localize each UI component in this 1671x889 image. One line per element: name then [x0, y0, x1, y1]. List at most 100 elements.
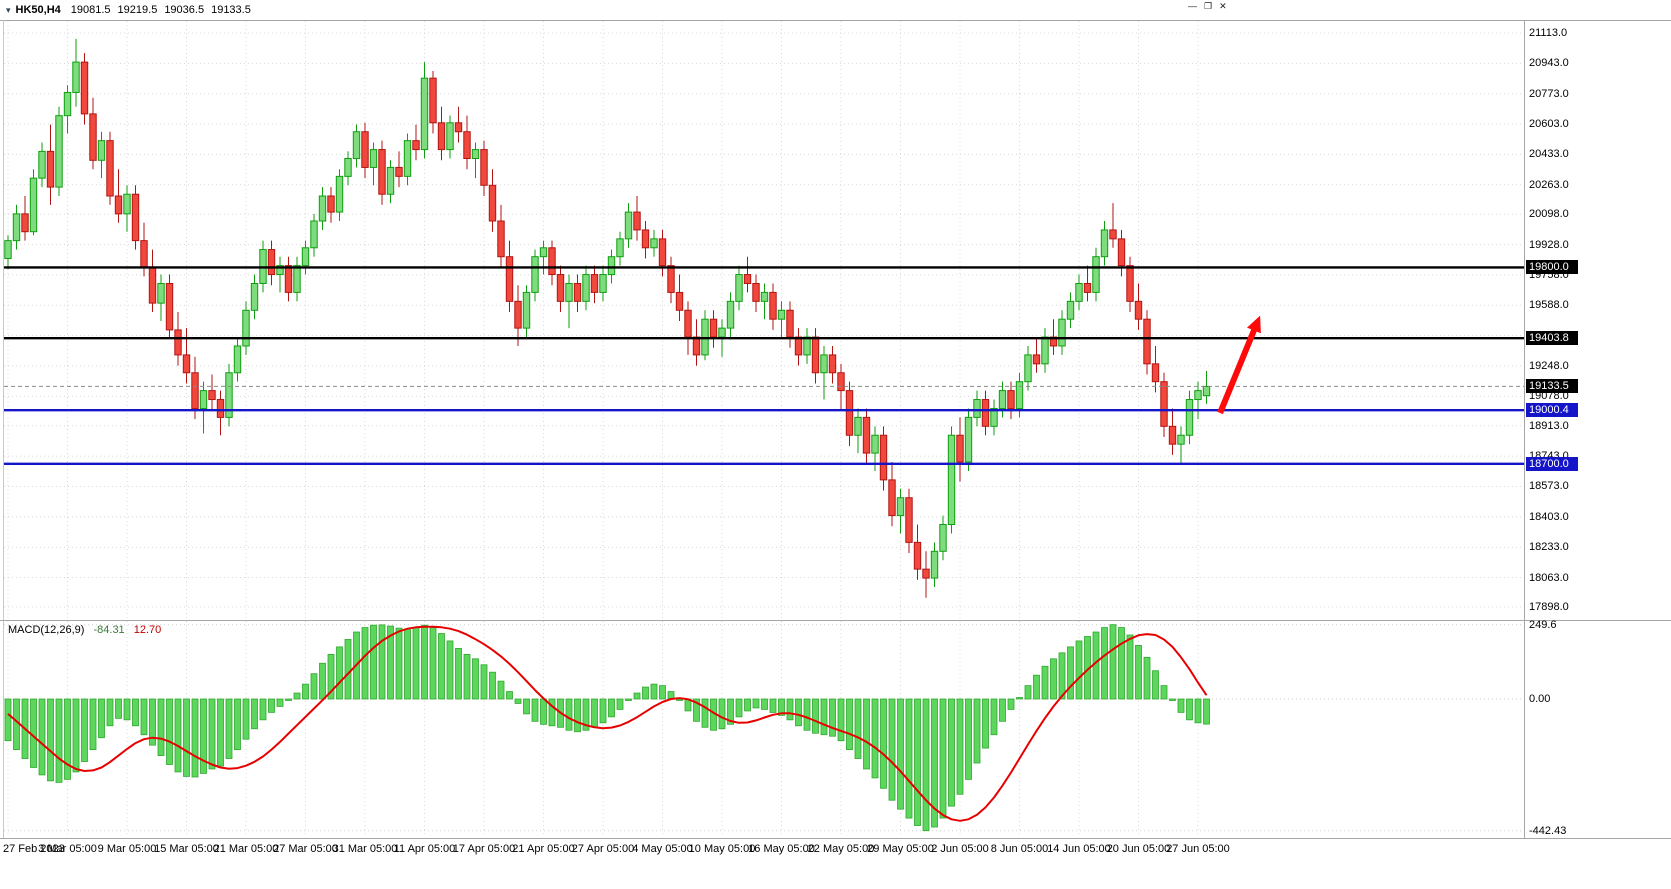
candle-bull	[616, 238, 624, 258]
candle-bull	[1024, 354, 1032, 383]
chart-header-bar: ▾ HK50,H4 19081.5 19219.5 19036.5 19133.…	[0, 0, 1671, 20]
candle-bull	[1058, 318, 1066, 347]
candle-bull	[72, 61, 80, 93]
candle-bull	[97, 140, 106, 161]
trend-arrow-head[interactable]	[1247, 315, 1261, 334]
candle-bull	[930, 550, 939, 579]
candle-bull	[964, 416, 973, 463]
indicator-axis[interactable]: 249.6 0.00 -442.43	[1525, 619, 1671, 838]
candle-bear	[888, 479, 896, 517]
candle-bear	[140, 240, 148, 268]
macd-histogram-bar	[438, 633, 445, 700]
candle-bull	[1092, 256, 1100, 293]
macd-histogram-bar	[327, 653, 335, 700]
candle-bull	[539, 247, 548, 258]
candle-bull	[760, 291, 769, 302]
macd-histogram-bar	[174, 698, 182, 773]
macd-histogram-bar	[319, 662, 326, 700]
price-tick-label: 19248.0	[1529, 359, 1569, 372]
candle-bull	[293, 265, 301, 293]
macd-histogram-bar	[829, 698, 836, 737]
candle-bear	[1134, 300, 1143, 320]
price-tick-label: 20943.0	[1529, 57, 1569, 70]
macd-histogram-bar	[1152, 670, 1159, 700]
macd-histogram-bar	[497, 680, 505, 700]
macd-histogram-bar	[64, 698, 71, 780]
macd-histogram-bar	[217, 698, 224, 767]
candle-bull	[803, 336, 811, 356]
price-tick-label: 20433.0	[1529, 148, 1569, 161]
macd-histogram-bar	[854, 698, 862, 759]
candle-bull	[1194, 390, 1202, 401]
price-axis[interactable]: 21113.0 20943.0 20773.0 20603.0 20433.0 20263…	[1525, 20, 1671, 620]
macd-histogram-bar	[157, 698, 165, 756]
macd-histogram-bar	[778, 698, 785, 716]
macd-histogram-bar	[344, 639, 352, 700]
candle-bull	[599, 274, 607, 293]
time-label: 20 Jun 05:00	[1106, 843, 1171, 855]
macd-histogram-bar	[795, 698, 802, 727]
close-button[interactable]: ✕	[1219, 1, 1227, 11]
macd-histogram-bar	[4, 698, 12, 742]
candle-bull	[1202, 385, 1211, 397]
candle-bull	[726, 300, 735, 329]
candle-bear	[1168, 425, 1177, 445]
macd-histogram-bar	[259, 698, 267, 721]
candle-bear	[131, 193, 140, 242]
candle-bull	[157, 282, 165, 304]
candle-bear	[497, 220, 505, 258]
macd-histogram-bar	[531, 698, 539, 722]
price-tick-label: 18573.0	[1529, 480, 1569, 493]
time-label: 4 May 05:00	[632, 843, 693, 855]
candle-bear	[692, 336, 701, 356]
minimize-button[interactable]: —	[1188, 1, 1197, 11]
macd-histogram-bar	[225, 698, 233, 759]
macd-histogram-bar	[38, 698, 46, 776]
candle-bull	[939, 524, 947, 552]
trend-arrow-shaft[interactable]	[1217, 323, 1260, 415]
candle-bear	[1160, 381, 1168, 427]
candle-bull	[1185, 399, 1194, 436]
candle-bear	[573, 282, 582, 302]
macd-histogram-bar	[1109, 624, 1117, 700]
macd-histogram-bar	[1007, 698, 1015, 710]
macd-histogram-bar	[293, 692, 301, 700]
candle-bear	[981, 399, 990, 427]
macd-histogram-bar	[1143, 656, 1151, 700]
macd-histogram-bar	[608, 698, 615, 718]
candle-bear	[1032, 354, 1041, 365]
candle-bull	[352, 131, 361, 160]
time-axis[interactable]: 27 Feb 2023 3 Mar 05:00 9 Mar 05:00 15 Mar …	[0, 838, 1524, 862]
candle-bull	[301, 247, 310, 267]
candle-bear	[837, 372, 845, 392]
macd-histogram-bar	[191, 698, 199, 778]
price-tick-label: 19078.0	[1529, 390, 1569, 403]
price-tick-label: 18743.0	[1529, 450, 1569, 463]
time-label: 3 Mar 05:00	[38, 843, 97, 855]
candle-bear	[862, 416, 871, 454]
candle-bear	[429, 77, 437, 124]
macd-histogram-bar	[727, 698, 734, 725]
macd-histogram-bar	[999, 698, 1006, 722]
price-tick-label: 19928.0	[1529, 238, 1569, 251]
candle-bear	[1007, 390, 1015, 409]
candle-bear	[46, 150, 55, 188]
macd-histogram-bar	[1118, 627, 1125, 700]
macd-histogram-bar	[769, 698, 777, 713]
candle-bear	[106, 140, 114, 197]
candle-bull	[63, 91, 72, 117]
macd-histogram-bar	[1050, 658, 1057, 700]
restore-button[interactable]: ❐	[1204, 1, 1213, 11]
candle-bull	[29, 177, 38, 233]
candle-bear	[412, 140, 420, 151]
candle-bull	[38, 150, 46, 179]
candle-bear	[905, 497, 913, 543]
candle-bear	[454, 122, 463, 133]
macd-histogram-bar	[200, 698, 207, 774]
candle-bull	[242, 309, 250, 347]
candle-bear	[191, 372, 199, 409]
indicator-name: MACD(12,26,9)	[8, 624, 85, 636]
macd-histogram-bar	[616, 698, 624, 710]
candle-bull	[403, 140, 412, 177]
